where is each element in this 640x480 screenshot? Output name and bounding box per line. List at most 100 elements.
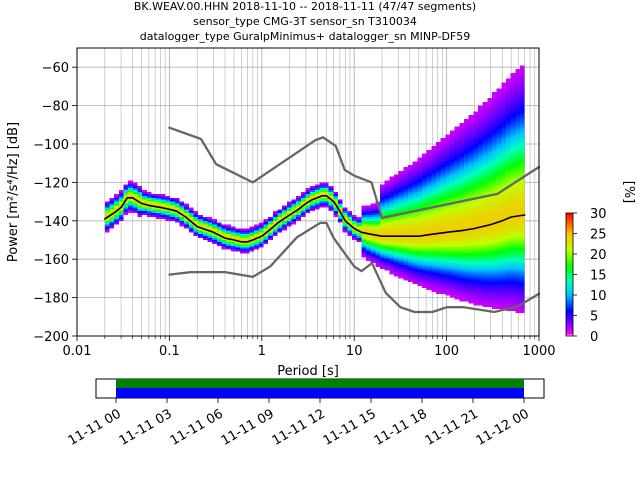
heatmap-cell <box>510 226 516 229</box>
heatmap-cell <box>492 230 497 233</box>
heatmap-cell <box>454 261 460 264</box>
heatmap-cell <box>464 232 469 235</box>
heatmap-cell <box>179 201 185 204</box>
heatmap-cell <box>515 238 521 240</box>
heatmap-cell <box>403 232 409 235</box>
heatmap-cell <box>216 228 222 231</box>
heatmap-cell <box>478 301 483 304</box>
heatmap-cell <box>361 222 367 225</box>
heatmap-cell <box>384 257 390 260</box>
heatmap-cell <box>520 113 525 116</box>
heatmap-cell <box>492 293 497 296</box>
heatmap-cell <box>216 241 222 244</box>
heatmap-cell <box>478 182 483 185</box>
heatmap-cell <box>403 266 409 269</box>
heatmap-cell <box>347 226 353 229</box>
heatmap-cell <box>482 115 488 118</box>
heatmap-cell <box>412 272 418 275</box>
heatmap-cell <box>487 120 493 123</box>
heatmap-cell <box>296 215 301 217</box>
heatmap-cell <box>440 142 446 144</box>
heatmap-cell <box>305 192 311 194</box>
heatmap-cell <box>403 270 409 273</box>
heatmap-cell <box>506 199 511 202</box>
heatmap-cell <box>431 186 437 189</box>
heatmap-cell <box>272 230 278 233</box>
heatmap-cell <box>384 222 390 225</box>
heatmap-cell <box>249 226 255 229</box>
heatmap-cell <box>482 270 488 273</box>
heatmap-cell <box>422 170 427 173</box>
heatmap-cell <box>436 199 441 202</box>
heatmap-cell <box>263 222 269 225</box>
heatmap-cell <box>370 238 376 240</box>
heatmap-cell <box>398 172 404 175</box>
heatmap-cell <box>398 220 404 223</box>
heatmap-cell <box>496 232 502 235</box>
heatmap-cell <box>398 259 404 262</box>
heatmap-cell <box>473 119 479 121</box>
heatmap-cell <box>515 190 521 192</box>
heatmap-cell <box>403 184 409 187</box>
heatmap-cell <box>515 172 521 175</box>
heatmap-cell <box>417 276 423 279</box>
heatmap-cell <box>394 247 399 250</box>
heatmap-cell <box>501 284 507 287</box>
heatmap-cell <box>487 286 493 288</box>
heatmap-cell <box>436 263 441 265</box>
heatmap-cell <box>506 288 511 290</box>
heatmap-cell <box>263 241 269 244</box>
heatmap-cell <box>520 276 525 279</box>
heatmap-cell <box>384 238 390 240</box>
heatmap-cell <box>464 124 469 127</box>
heatmap-cell <box>398 195 404 198</box>
heatmap-cell <box>417 172 423 175</box>
heatmap-cell <box>506 142 511 144</box>
heatmap-cell <box>417 193 423 196</box>
heatmap-cell <box>478 264 483 267</box>
heatmap-cell <box>431 149 437 152</box>
heatmap-cell <box>370 228 376 231</box>
heatmap-cell <box>361 230 367 233</box>
heatmap-cell <box>137 195 143 198</box>
heatmap-cell <box>128 211 133 214</box>
heatmap-cell <box>506 309 511 312</box>
heatmap-cell <box>496 201 502 204</box>
heatmap-cell <box>506 182 511 185</box>
heatmap-cell <box>296 199 301 202</box>
heatmap-cell <box>468 188 474 191</box>
heatmap-cell <box>501 213 507 216</box>
heatmap-cell <box>515 170 521 173</box>
heatmap-cell <box>468 253 474 256</box>
heatmap-cell <box>268 222 273 225</box>
heatmap-cell <box>412 253 418 256</box>
heatmap-cell <box>501 278 507 281</box>
heatmap-cell <box>482 243 488 246</box>
heatmap-cell <box>436 180 441 183</box>
heatmap-cell <box>370 203 376 206</box>
heatmap-cell <box>370 205 376 208</box>
heatmap-cell <box>422 257 427 260</box>
heatmap-cell <box>249 230 255 233</box>
heatmap-cell <box>510 261 516 264</box>
heatmap-cell <box>506 105 511 108</box>
heatmap-cell <box>482 264 488 267</box>
heatmap-cell <box>408 182 413 185</box>
heatmap-cell <box>450 149 455 152</box>
heatmap-cell <box>436 222 441 225</box>
heatmap-cell <box>510 86 516 89</box>
heatmap-cell <box>482 282 488 285</box>
heatmap-cell <box>366 259 371 262</box>
heatmap-cell <box>412 197 418 200</box>
heatmap-cell <box>249 232 255 235</box>
heatmap-cell <box>436 184 441 187</box>
heatmap-cell <box>506 268 511 271</box>
heatmap-cell <box>492 211 497 214</box>
heatmap-cell <box>454 186 460 189</box>
heatmap-cell <box>487 245 493 248</box>
heatmap-cell <box>454 259 460 262</box>
heatmap-cell <box>361 243 367 246</box>
heatmap-cell <box>384 263 390 265</box>
heatmap-cell <box>520 157 525 160</box>
heatmap-cell <box>478 178 483 181</box>
